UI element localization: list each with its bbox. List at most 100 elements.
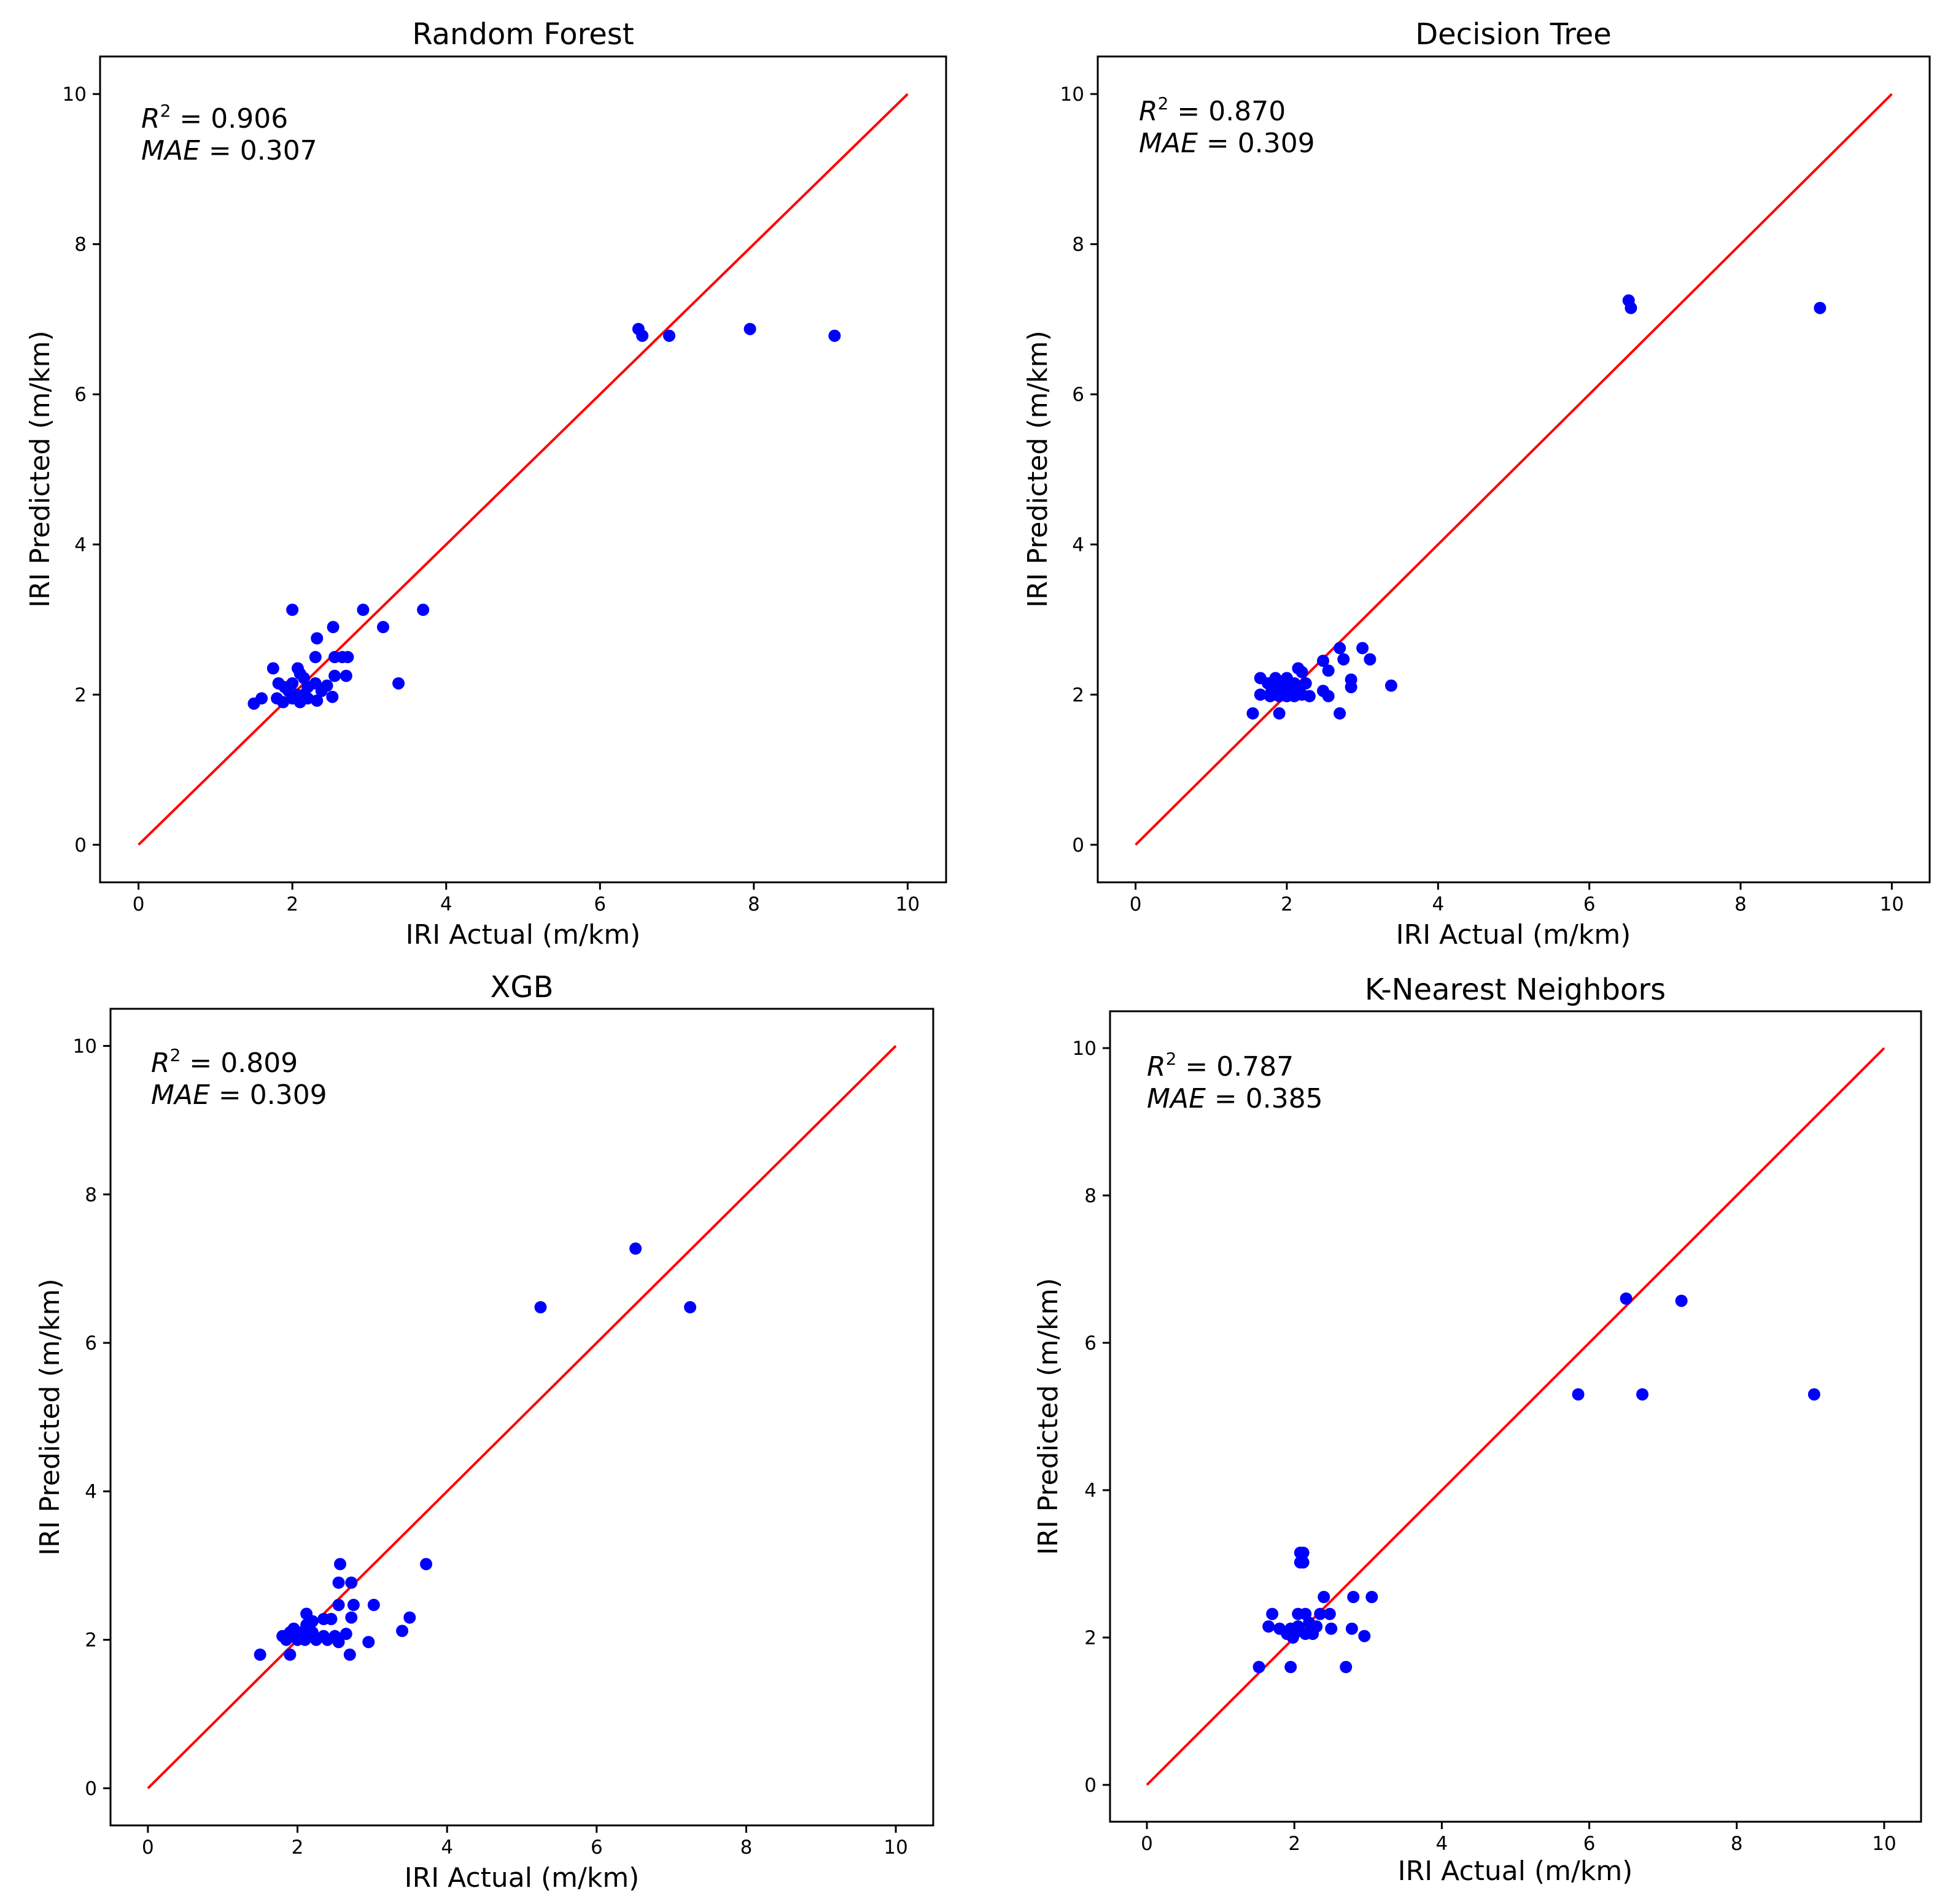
data-point bbox=[1246, 707, 1259, 720]
y-tick-label: 6 bbox=[1084, 1332, 1097, 1354]
panel-k-nearest-neighbors: K-Nearest Neighbors IRI Actual (m/km) IR… bbox=[1033, 973, 1922, 1887]
data-point bbox=[311, 694, 324, 707]
x-tick-label: 2 bbox=[292, 1836, 304, 1859]
data-point bbox=[1295, 666, 1308, 678]
identity-line bbox=[1135, 93, 1893, 846]
data-point bbox=[1325, 1622, 1338, 1635]
x-tick-label: 8 bbox=[740, 1836, 753, 1859]
data-point bbox=[347, 1598, 360, 1611]
data-point bbox=[1364, 653, 1376, 666]
x-axis-label: IRI Actual (m/km) bbox=[405, 1862, 640, 1894]
data-point bbox=[247, 697, 260, 710]
data-point bbox=[1306, 1628, 1319, 1640]
mae-annotation: MAE = 0.309 bbox=[151, 1079, 327, 1111]
y-tick-label: 2 bbox=[74, 684, 87, 706]
data-point bbox=[328, 669, 341, 682]
data-point bbox=[298, 1633, 311, 1646]
data-point bbox=[293, 696, 306, 709]
data-point bbox=[254, 1648, 266, 1661]
data-point bbox=[309, 651, 322, 664]
y-axis-label: IRI Predicted (m/km) bbox=[25, 330, 56, 607]
y-tick-label: 10 bbox=[1073, 1038, 1097, 1060]
data-point bbox=[1264, 690, 1276, 702]
data-point bbox=[367, 1598, 380, 1611]
data-point bbox=[345, 1576, 358, 1589]
data-point bbox=[1807, 1388, 1820, 1401]
data-point bbox=[332, 1598, 345, 1611]
data-point bbox=[684, 1301, 697, 1314]
data-point bbox=[266, 662, 279, 675]
x-axis-label: IRI Actual (m/km) bbox=[1398, 1855, 1633, 1887]
data-point bbox=[1345, 1622, 1358, 1635]
y-tick-label: 0 bbox=[74, 834, 87, 857]
x-tick-label: 8 bbox=[748, 893, 760, 915]
x-axis-label: IRI Actual (m/km) bbox=[1396, 919, 1631, 950]
identity-line bbox=[138, 93, 909, 846]
data-point bbox=[340, 1628, 352, 1641]
mae-annotation: MAE = 0.385 bbox=[1147, 1083, 1323, 1114]
data-point bbox=[357, 604, 370, 616]
data-point bbox=[327, 621, 340, 634]
data-point bbox=[1322, 664, 1335, 677]
y-tick-label: 8 bbox=[74, 234, 87, 256]
x-tick-label: 0 bbox=[1130, 893, 1142, 915]
x-tick-label: 6 bbox=[594, 893, 606, 915]
data-point bbox=[1273, 707, 1286, 720]
data-point bbox=[1318, 1591, 1330, 1603]
x-tick-label: 4 bbox=[1432, 893, 1444, 915]
x-tick-label: 0 bbox=[142, 1836, 154, 1859]
data-point bbox=[1266, 1607, 1279, 1620]
data-point bbox=[1297, 1556, 1310, 1569]
y-axis-label: IRI Predicted (m/km) bbox=[1022, 330, 1054, 607]
panel-title: K-Nearest Neighbors bbox=[1365, 973, 1666, 1007]
data-point bbox=[310, 1633, 322, 1646]
x-tick-label: 8 bbox=[1734, 893, 1747, 915]
x-tick-label: 10 bbox=[1872, 1833, 1896, 1855]
data-point bbox=[1365, 1591, 1378, 1603]
y-tick-label: 6 bbox=[1072, 384, 1084, 406]
data-point bbox=[1636, 1388, 1649, 1401]
x-tick-label: 4 bbox=[440, 893, 452, 915]
x-tick-label: 10 bbox=[883, 1836, 907, 1859]
r2-annotation: R2 = 0.809 bbox=[151, 1045, 298, 1079]
x-tick-label: 2 bbox=[286, 893, 298, 915]
y-tick-label: 2 bbox=[85, 1630, 97, 1652]
y-tick-label: 8 bbox=[1072, 234, 1084, 256]
data-point bbox=[534, 1301, 547, 1314]
data-point bbox=[1625, 301, 1637, 314]
x-tick-label: 8 bbox=[1731, 1833, 1743, 1855]
data-point bbox=[396, 1625, 409, 1638]
data-point bbox=[1322, 690, 1335, 702]
panel-title: Decision Tree bbox=[1415, 17, 1612, 52]
data-point bbox=[417, 604, 430, 616]
data-point bbox=[1384, 679, 1397, 692]
y-tick-label: 4 bbox=[74, 534, 87, 556]
data-point bbox=[1317, 655, 1330, 667]
y-tick-label: 4 bbox=[85, 1481, 97, 1503]
y-tick-label: 4 bbox=[1072, 534, 1084, 556]
data-point bbox=[1337, 653, 1350, 666]
x-tick-label: 2 bbox=[1281, 893, 1293, 915]
data-point bbox=[1347, 1591, 1360, 1603]
data-point bbox=[629, 1242, 642, 1255]
data-point bbox=[1314, 1607, 1327, 1620]
identity-line bbox=[147, 1045, 897, 1789]
data-point bbox=[1262, 1620, 1275, 1633]
x-tick-label: 10 bbox=[896, 893, 920, 915]
y-tick-label: 6 bbox=[85, 1332, 97, 1354]
y-axis-label: IRI Predicted (m/km) bbox=[1033, 1278, 1064, 1555]
x-tick-label: 2 bbox=[1288, 1833, 1300, 1855]
data-point bbox=[1297, 1547, 1310, 1559]
mae-annotation: MAE = 0.309 bbox=[1139, 128, 1315, 159]
data-point bbox=[277, 696, 290, 709]
panel-decision-tree: Decision Tree IRI Actual (m/km) IRI Pred… bbox=[1022, 17, 1931, 950]
data-point bbox=[311, 632, 324, 645]
data-point bbox=[663, 329, 676, 342]
data-point bbox=[1334, 707, 1346, 720]
y-tick-label: 0 bbox=[1084, 1774, 1097, 1797]
x-tick-label: 10 bbox=[1880, 893, 1904, 915]
y-axis-label: IRI Predicted (m/km) bbox=[34, 1278, 66, 1555]
data-point bbox=[1340, 1661, 1353, 1673]
x-tick-label: 0 bbox=[133, 893, 145, 915]
data-point bbox=[377, 621, 390, 634]
